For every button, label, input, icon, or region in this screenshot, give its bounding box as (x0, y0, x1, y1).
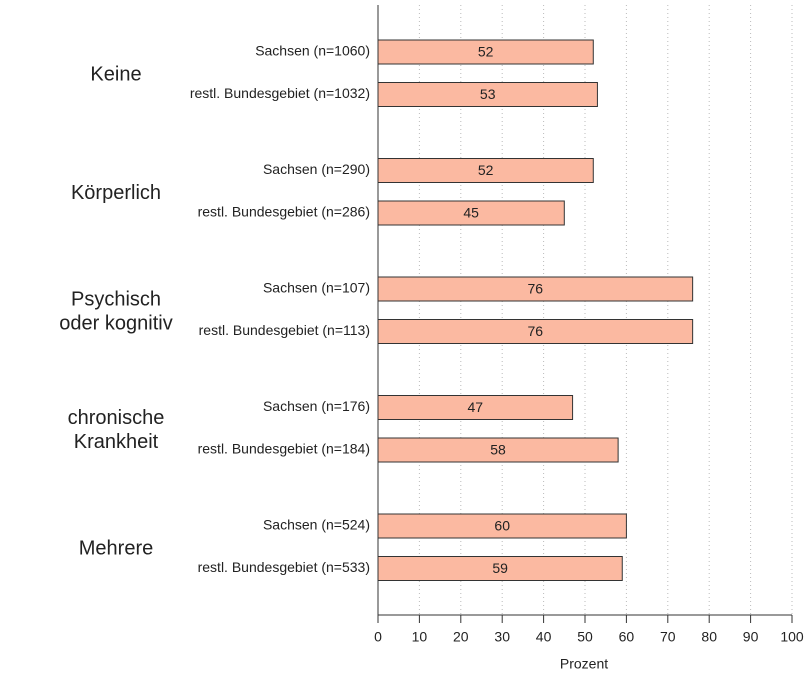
y-tick-label: Sachsen (n=1060) (255, 43, 370, 59)
y-tick-label: Sachsen (n=524) (263, 517, 370, 533)
bar (377, 319, 694, 344)
data-label: 76 (528, 323, 544, 339)
group-label: Psychisch (71, 289, 161, 311)
data-label: 52 (478, 44, 494, 60)
bar (377, 200, 565, 226)
x-tick-label: 30 (494, 629, 510, 645)
y-tick-label: restl. Bundesgebiet (n=113) (199, 322, 370, 338)
data-label: 47 (468, 399, 484, 415)
bar (377, 513, 627, 539)
data-label: 59 (492, 560, 508, 576)
x-tick-label: 80 (701, 629, 717, 645)
group-label: Körperlich (71, 182, 161, 204)
data-label: 45 (463, 205, 479, 221)
x-axis-label: Prozent (560, 656, 608, 672)
group-label: Krankheit (74, 431, 159, 453)
x-tick-label: 70 (660, 629, 676, 645)
group-label: Keine (90, 64, 141, 86)
bar (377, 39, 594, 65)
bar (377, 276, 694, 302)
y-tick-label: restl. Bundesgebiet (n=1032) (190, 85, 370, 101)
group-label: oder kognitiv (59, 313, 172, 335)
data-label: 53 (480, 86, 496, 102)
x-tick-label: 0 (374, 629, 382, 645)
y-tick-label: restl. Bundesgebiet (n=184) (198, 441, 370, 457)
bar (377, 437, 619, 463)
data-label: 52 (478, 162, 494, 178)
y-tick-label: Sachsen (n=290) (263, 161, 370, 177)
y-tick-label: restl. Bundesgebiet (n=533) (198, 559, 370, 575)
data-label: 58 (490, 442, 506, 458)
data-label: 76 (528, 281, 544, 297)
bar (377, 82, 598, 107)
group-label: Mehrere (79, 538, 153, 560)
y-tick-label: restl. Bundesgebiet (n=286) (198, 204, 370, 220)
x-tick-label: 50 (577, 629, 593, 645)
x-tick-label: 60 (619, 629, 635, 645)
group-label: chronische (68, 407, 165, 429)
data-label: 60 (494, 518, 510, 534)
bar (377, 556, 623, 581)
bar (377, 395, 574, 420)
bar (377, 158, 594, 183)
y-tick-label: Sachsen (n=176) (263, 398, 370, 414)
x-tick-label: 100 (780, 629, 804, 645)
x-tick-label: 10 (412, 629, 428, 645)
y-tick-label: Sachsen (n=107) (263, 280, 370, 296)
x-tick-label: 40 (536, 629, 552, 645)
x-tick-label: 90 (743, 629, 759, 645)
x-tick-label: 20 (453, 629, 469, 645)
